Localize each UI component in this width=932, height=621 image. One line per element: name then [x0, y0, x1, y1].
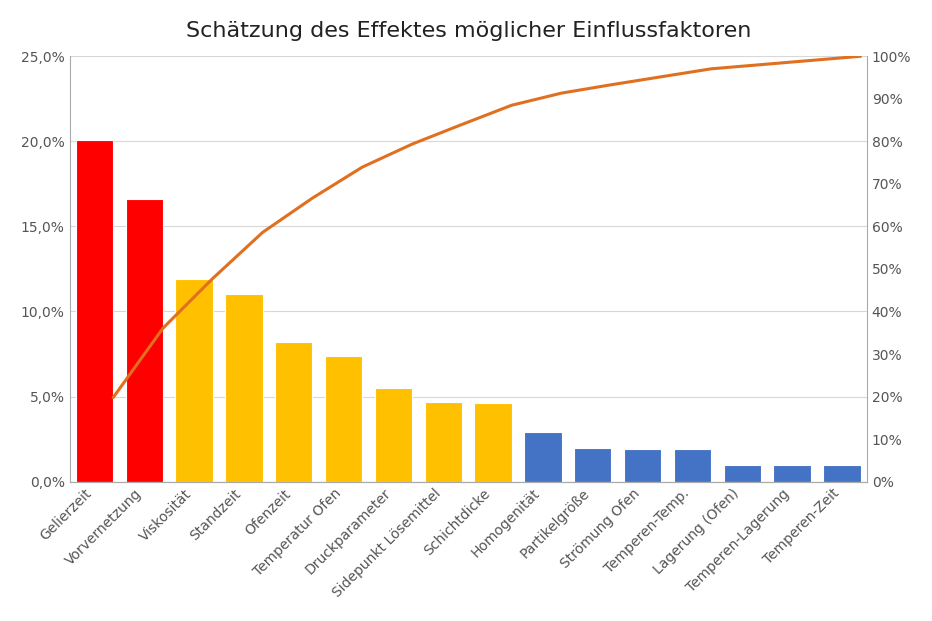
Bar — [325, 356, 363, 482]
Bar — [425, 402, 462, 482]
Bar — [823, 465, 860, 482]
Bar — [375, 388, 412, 482]
Bar — [75, 140, 113, 482]
Bar — [723, 465, 761, 482]
Bar — [275, 342, 312, 482]
Bar — [175, 279, 212, 482]
Bar — [474, 404, 512, 482]
Bar — [674, 450, 711, 482]
Bar — [524, 432, 562, 482]
Bar — [226, 294, 263, 482]
Title: Schätzung des Effektes möglicher Einflussfaktoren: Schätzung des Effektes möglicher Einflus… — [185, 21, 751, 41]
Bar — [624, 450, 662, 482]
Bar — [126, 199, 163, 482]
Bar — [574, 448, 611, 482]
Bar — [774, 465, 811, 482]
